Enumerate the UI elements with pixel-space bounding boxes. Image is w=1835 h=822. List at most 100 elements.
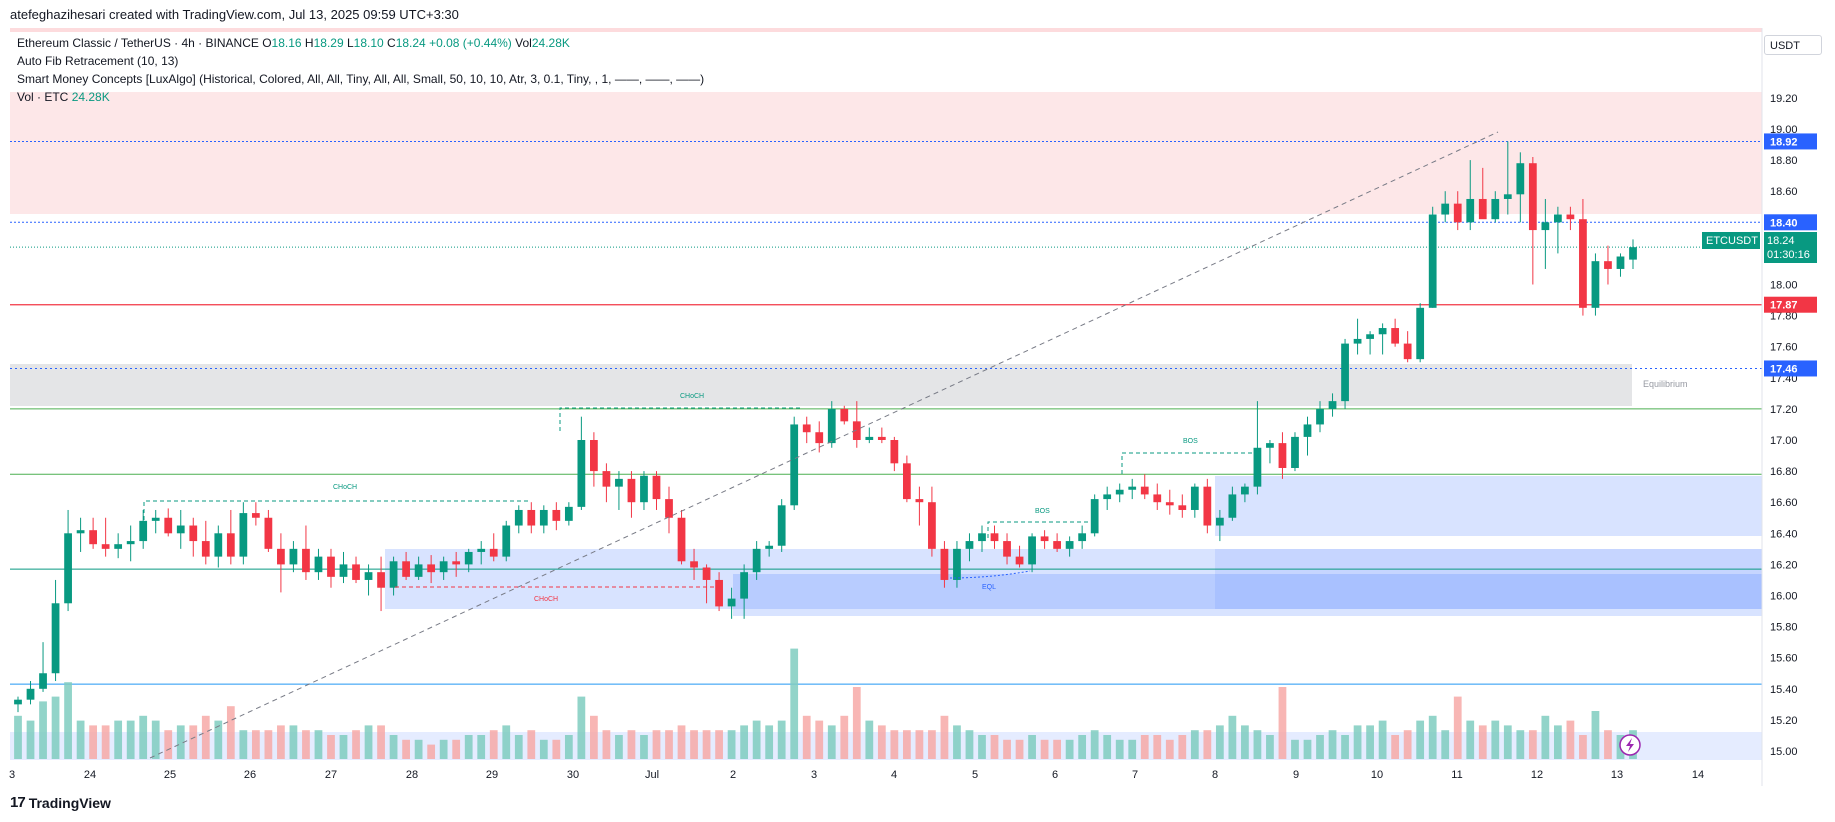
volume-bar — [690, 730, 698, 759]
tradingview-footer[interactable]: 17 TradingView — [10, 794, 111, 811]
volume-bar — [1115, 739, 1124, 759]
order-block-2 — [733, 574, 1762, 616]
legend-symbol[interactable]: Ethereum Classic / TetherUS · 4h · BINAN… — [17, 36, 259, 50]
volume-bar — [239, 730, 248, 759]
volume-bar — [1341, 735, 1349, 759]
choch-label-3: CHoCH — [534, 596, 558, 603]
volume-bar — [752, 720, 761, 759]
badge-price: 18.24 — [1767, 235, 1795, 247]
volume-bar — [26, 720, 35, 759]
level-badge-label: 17.46 — [1770, 363, 1798, 375]
candle-body — [76, 530, 85, 534]
volume-bar — [427, 744, 436, 759]
candle-body — [1441, 203, 1450, 215]
level-badge-label: 18.92 — [1770, 136, 1798, 148]
tradingview-brand: TradingView — [28, 794, 111, 811]
legend-open: 18.16 — [271, 36, 302, 50]
candle-body — [1616, 256, 1625, 269]
volume-bar — [314, 730, 323, 759]
candle-body — [1328, 401, 1337, 409]
candle-body — [1466, 198, 1475, 223]
time-tick-label: 27 — [325, 769, 337, 781]
volume-bar — [852, 687, 861, 759]
volume-bar — [201, 715, 210, 759]
volume-bar — [665, 730, 673, 759]
price-scale[interactable]: 19.2019.0018.8018.6018.2018.0017.8017.60… — [1770, 93, 1798, 758]
candle-body — [727, 598, 736, 607]
legend-vol-row[interactable]: Vol · ETC 24.28K — [17, 88, 704, 106]
volume-bar — [189, 725, 198, 759]
candle-body — [14, 699, 22, 705]
volume-bar — [1541, 715, 1550, 759]
volume-bar — [877, 725, 886, 759]
volume-bar — [1453, 696, 1462, 759]
volume-bar — [640, 735, 648, 759]
eql-label: EQL — [982, 584, 996, 591]
volume-bar — [790, 648, 799, 759]
volume-bar — [1190, 730, 1199, 759]
volume-bar — [953, 725, 961, 759]
candle-body — [1503, 194, 1512, 199]
volume-bar — [965, 730, 974, 759]
volume-bar — [802, 715, 811, 759]
volume-bar — [352, 730, 360, 759]
volume-bar — [1516, 730, 1525, 759]
price-tick-label: 18.00 — [1770, 280, 1798, 292]
equilibrium-zone — [10, 364, 1632, 406]
candle-body — [1303, 424, 1312, 437]
order-block-4 — [1215, 549, 1762, 609]
volume-bar — [489, 730, 498, 759]
volume-bar — [677, 725, 686, 759]
volume-bar — [126, 720, 135, 759]
legend-smc[interactable]: Smart Money Concepts [LuxAlgo] (Historic… — [17, 72, 705, 86]
volume-bar — [502, 725, 511, 759]
legend-vol-label: Vol — [515, 36, 532, 50]
volume-bar — [439, 739, 448, 759]
candle-body — [1428, 214, 1437, 308]
time-tick-label: 14 — [1692, 769, 1704, 781]
volume-bar — [176, 725, 185, 759]
volume-bar — [552, 739, 561, 759]
candle-body — [389, 561, 398, 588]
candle-body — [1478, 198, 1487, 220]
volume-bar — [1215, 725, 1224, 759]
structure-annotations: CHoCH CHoCH CHoCH BOS BOS EQL Equilibriu… — [143, 379, 1688, 603]
time-tick-label: 6 — [1052, 769, 1058, 781]
level-badges: 18.92 18.40 17.87 17.46 — [1764, 133, 1817, 377]
candle-body — [277, 548, 285, 565]
volume-bar — [777, 720, 786, 759]
time-tick-label: 25 — [164, 769, 176, 781]
volume-bar — [577, 696, 586, 759]
legend-fib[interactable]: Auto Fib Retracement (10, 13) — [17, 54, 179, 68]
badge-symbol: ETCUSDT — [1706, 235, 1758, 247]
lightning-icon[interactable] — [1619, 734, 1641, 756]
volume-bar — [101, 725, 110, 759]
candle-body — [1190, 486, 1199, 510]
candle-body — [1579, 219, 1587, 308]
volume-bar — [1353, 725, 1362, 759]
discount-zone — [10, 732, 1762, 760]
candle-body — [1278, 443, 1287, 468]
time-tick-label: 4 — [891, 769, 897, 781]
currency-selector[interactable]: USDT — [1764, 35, 1822, 55]
candle-body — [1228, 494, 1237, 518]
volume-bar — [1566, 720, 1575, 759]
time-scale[interactable]: 3 24 25 26 27 28 29 30 Jul 2 3 4 5 6 7 8 9 10 11 12 13 14 — [9, 769, 1704, 781]
volume-bar — [1178, 735, 1187, 759]
volume-bars — [14, 648, 1637, 759]
volume-bar — [1003, 739, 1011, 759]
candle-body — [189, 525, 198, 542]
volume-bar — [1040, 739, 1049, 759]
candle-body — [364, 572, 373, 580]
candle-body — [1266, 443, 1274, 448]
time-tick-label: 30 — [567, 769, 579, 781]
candle-body — [1165, 502, 1174, 506]
candle-body — [877, 436, 886, 440]
level-badge-bg — [1764, 360, 1817, 377]
candle-body — [1554, 214, 1562, 223]
candle-body — [752, 548, 761, 573]
volume-bar — [902, 730, 911, 759]
volume-bar — [978, 735, 986, 759]
bos-label-1: BOS — [1035, 508, 1050, 515]
